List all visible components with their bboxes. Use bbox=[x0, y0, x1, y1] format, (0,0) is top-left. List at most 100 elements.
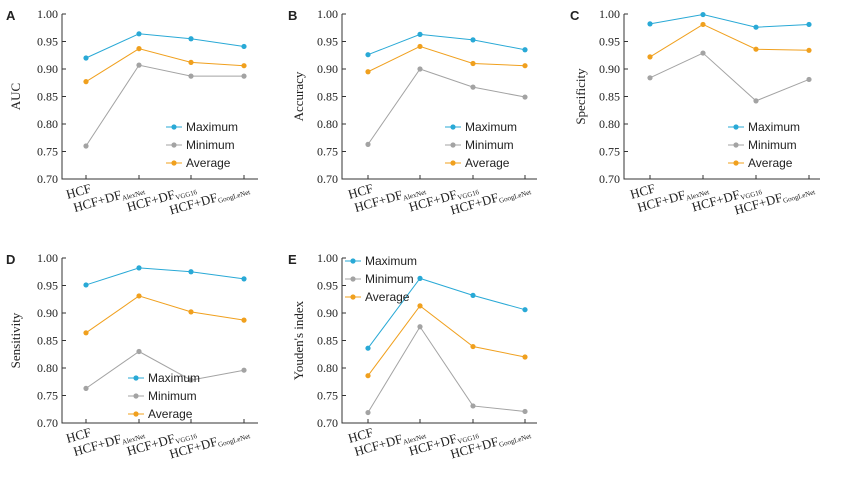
legend: Maximum Minimum Average bbox=[128, 371, 200, 421]
series-line-minimum bbox=[367, 68, 526, 145]
legend-swatch-marker bbox=[350, 276, 356, 282]
legend-swatch-marker bbox=[133, 411, 139, 417]
legend-entry-label: Maximum bbox=[148, 371, 200, 385]
data-point-average bbox=[365, 373, 371, 379]
series-line-maximum bbox=[85, 33, 245, 59]
legend-swatch-marker bbox=[350, 294, 356, 300]
data-point-average bbox=[241, 63, 247, 69]
data-point-average bbox=[470, 60, 476, 67]
y-tick-label: 0.80 bbox=[317, 117, 338, 131]
legend-entry-label: Minimum bbox=[365, 272, 414, 286]
legend-entry-label: Minimum bbox=[748, 138, 797, 152]
panel-letter: B bbox=[288, 8, 297, 23]
data-point-average bbox=[753, 46, 759, 52]
data-point-average bbox=[417, 43, 423, 50]
legend-entry-label: Minimum bbox=[148, 389, 197, 403]
y-axis-label: Accuracy bbox=[291, 71, 306, 121]
x-tick-label: HCF+DFGoogLeNet bbox=[733, 180, 817, 218]
data-point-average bbox=[522, 354, 528, 360]
legend-entry-label: Minimum bbox=[186, 138, 235, 152]
panel-letter: A bbox=[6, 8, 16, 23]
y-tick-label: 0.70 bbox=[317, 416, 338, 430]
series-line-maximum bbox=[367, 277, 526, 349]
data-point-average bbox=[700, 21, 706, 28]
data-point-maximum bbox=[241, 43, 247, 50]
y-tick-label: 0.90 bbox=[599, 62, 620, 76]
legend-entry-label: Average bbox=[365, 290, 410, 304]
y-tick-label: 0.95 bbox=[599, 35, 620, 49]
series-line-average bbox=[367, 305, 526, 376]
data-point-maximum bbox=[806, 21, 812, 28]
data-point-maximum bbox=[700, 11, 706, 18]
x-tick-label: HCF bbox=[346, 180, 374, 201]
data-point-average bbox=[136, 46, 142, 52]
data-point-minimum bbox=[136, 348, 142, 355]
axes bbox=[61, 14, 258, 180]
y-tick-label: 0.85 bbox=[37, 90, 58, 104]
x-tick-label: HCF+DFGoogLeNet bbox=[449, 180, 533, 218]
legend-swatch-marker bbox=[171, 124, 177, 130]
data-point-maximum bbox=[136, 265, 142, 271]
legend-swatch-marker bbox=[450, 160, 456, 166]
legend-swatch-marker bbox=[133, 393, 139, 399]
x-tick-label: HCF bbox=[346, 424, 374, 445]
legend-entry-label: Average bbox=[186, 156, 231, 170]
x-tick-label: HCF+DFGoogLeNet bbox=[168, 424, 252, 462]
x-tick-label: HCF bbox=[628, 180, 656, 201]
data-point-minimum bbox=[188, 73, 194, 79]
series-line-maximum bbox=[85, 267, 245, 286]
data-point-average bbox=[241, 317, 247, 323]
y-axis-label: Sensitivity bbox=[8, 312, 23, 368]
legend-entry-label: Maximum bbox=[465, 120, 517, 134]
legend-swatch-marker bbox=[450, 124, 456, 130]
y-tick-label: 0.95 bbox=[37, 35, 58, 49]
legend-swatch-marker bbox=[171, 160, 177, 166]
data-point-average bbox=[806, 47, 812, 53]
y-tick-label: 0.75 bbox=[37, 145, 58, 159]
y-tick-label: 0.90 bbox=[37, 62, 58, 76]
y-tick-label: 0.85 bbox=[317, 334, 338, 348]
legend-entry-label: Average bbox=[148, 407, 193, 421]
y-tick-label: 1.00 bbox=[317, 251, 338, 265]
y-tick-label: 0.70 bbox=[599, 172, 620, 186]
data-point-minimum bbox=[470, 84, 476, 90]
series-line-average bbox=[649, 23, 810, 58]
legend-entry-label: Maximum bbox=[186, 120, 238, 134]
axes bbox=[341, 14, 537, 180]
series-line-average bbox=[85, 295, 245, 334]
series-line-minimum bbox=[649, 52, 810, 102]
series-line-maximum bbox=[649, 14, 810, 28]
data-point-average bbox=[470, 343, 476, 350]
data-point-minimum bbox=[241, 367, 247, 373]
y-tick-label: 1.00 bbox=[37, 251, 58, 265]
series-line-minimum bbox=[367, 325, 526, 413]
data-point-average bbox=[188, 309, 194, 315]
y-axis-label: Youden's index bbox=[291, 300, 306, 380]
legend-swatch-marker bbox=[733, 160, 739, 166]
y-tick-label: 0.75 bbox=[317, 145, 338, 159]
x-tick-label: HCF+DFGoogLeNet bbox=[168, 180, 252, 218]
data-point-maximum bbox=[470, 292, 476, 298]
y-tick-label: 1.00 bbox=[37, 7, 58, 21]
data-point-minimum bbox=[188, 377, 194, 383]
data-point-minimum bbox=[83, 385, 89, 391]
series-line-maximum bbox=[367, 33, 526, 56]
data-point-minimum bbox=[522, 94, 528, 100]
y-tick-label: 0.85 bbox=[599, 90, 620, 104]
axes bbox=[623, 14, 820, 180]
x-tick-label: HCF bbox=[64, 424, 92, 445]
data-point-minimum bbox=[753, 98, 759, 104]
data-point-minimum bbox=[136, 62, 142, 68]
y-tick-label: 0.80 bbox=[37, 117, 58, 131]
data-point-minimum bbox=[241, 73, 247, 79]
y-tick-label: 0.75 bbox=[599, 145, 620, 159]
y-tick-label: 0.85 bbox=[37, 334, 58, 348]
y-tick-label: 0.95 bbox=[317, 279, 338, 293]
data-point-maximum bbox=[365, 345, 371, 351]
y-tick-label: 0.90 bbox=[37, 306, 58, 320]
legend-swatch-marker bbox=[733, 124, 739, 130]
legend: Maximum Minimum Average bbox=[445, 120, 517, 170]
y-tick-label: 0.75 bbox=[37, 389, 58, 403]
y-tick-label: 1.00 bbox=[317, 7, 338, 21]
